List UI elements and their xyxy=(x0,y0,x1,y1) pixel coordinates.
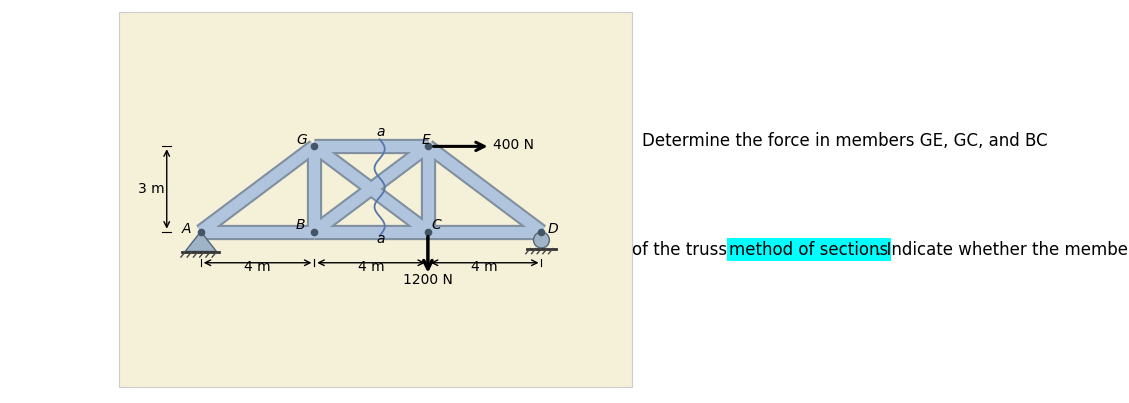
Text: E: E xyxy=(422,133,431,147)
Text: A: A xyxy=(182,222,191,236)
Circle shape xyxy=(534,232,550,248)
Text: D: D xyxy=(548,222,558,236)
Text: of the truss shown by: of the truss shown by xyxy=(632,241,817,259)
Text: 1200 N: 1200 N xyxy=(403,273,453,287)
Polygon shape xyxy=(185,232,217,251)
Text: 4 m: 4 m xyxy=(244,260,271,274)
Text: Determine the force in members GE, GC, and BC: Determine the force in members GE, GC, a… xyxy=(642,132,1048,150)
Text: . Indicate whether the members are in tension or compression.: . Indicate whether the members are in te… xyxy=(876,241,1129,259)
Text: method of sections: method of sections xyxy=(729,241,889,259)
Text: 3 m: 3 m xyxy=(138,182,165,196)
Text: B: B xyxy=(296,218,305,232)
Text: 4 m: 4 m xyxy=(358,260,385,274)
Text: G: G xyxy=(296,133,307,147)
Text: a: a xyxy=(377,125,385,139)
Text: 4 m: 4 m xyxy=(471,260,498,274)
Text: C: C xyxy=(431,218,441,232)
Text: 400 N: 400 N xyxy=(493,138,534,152)
Text: a: a xyxy=(377,233,385,247)
